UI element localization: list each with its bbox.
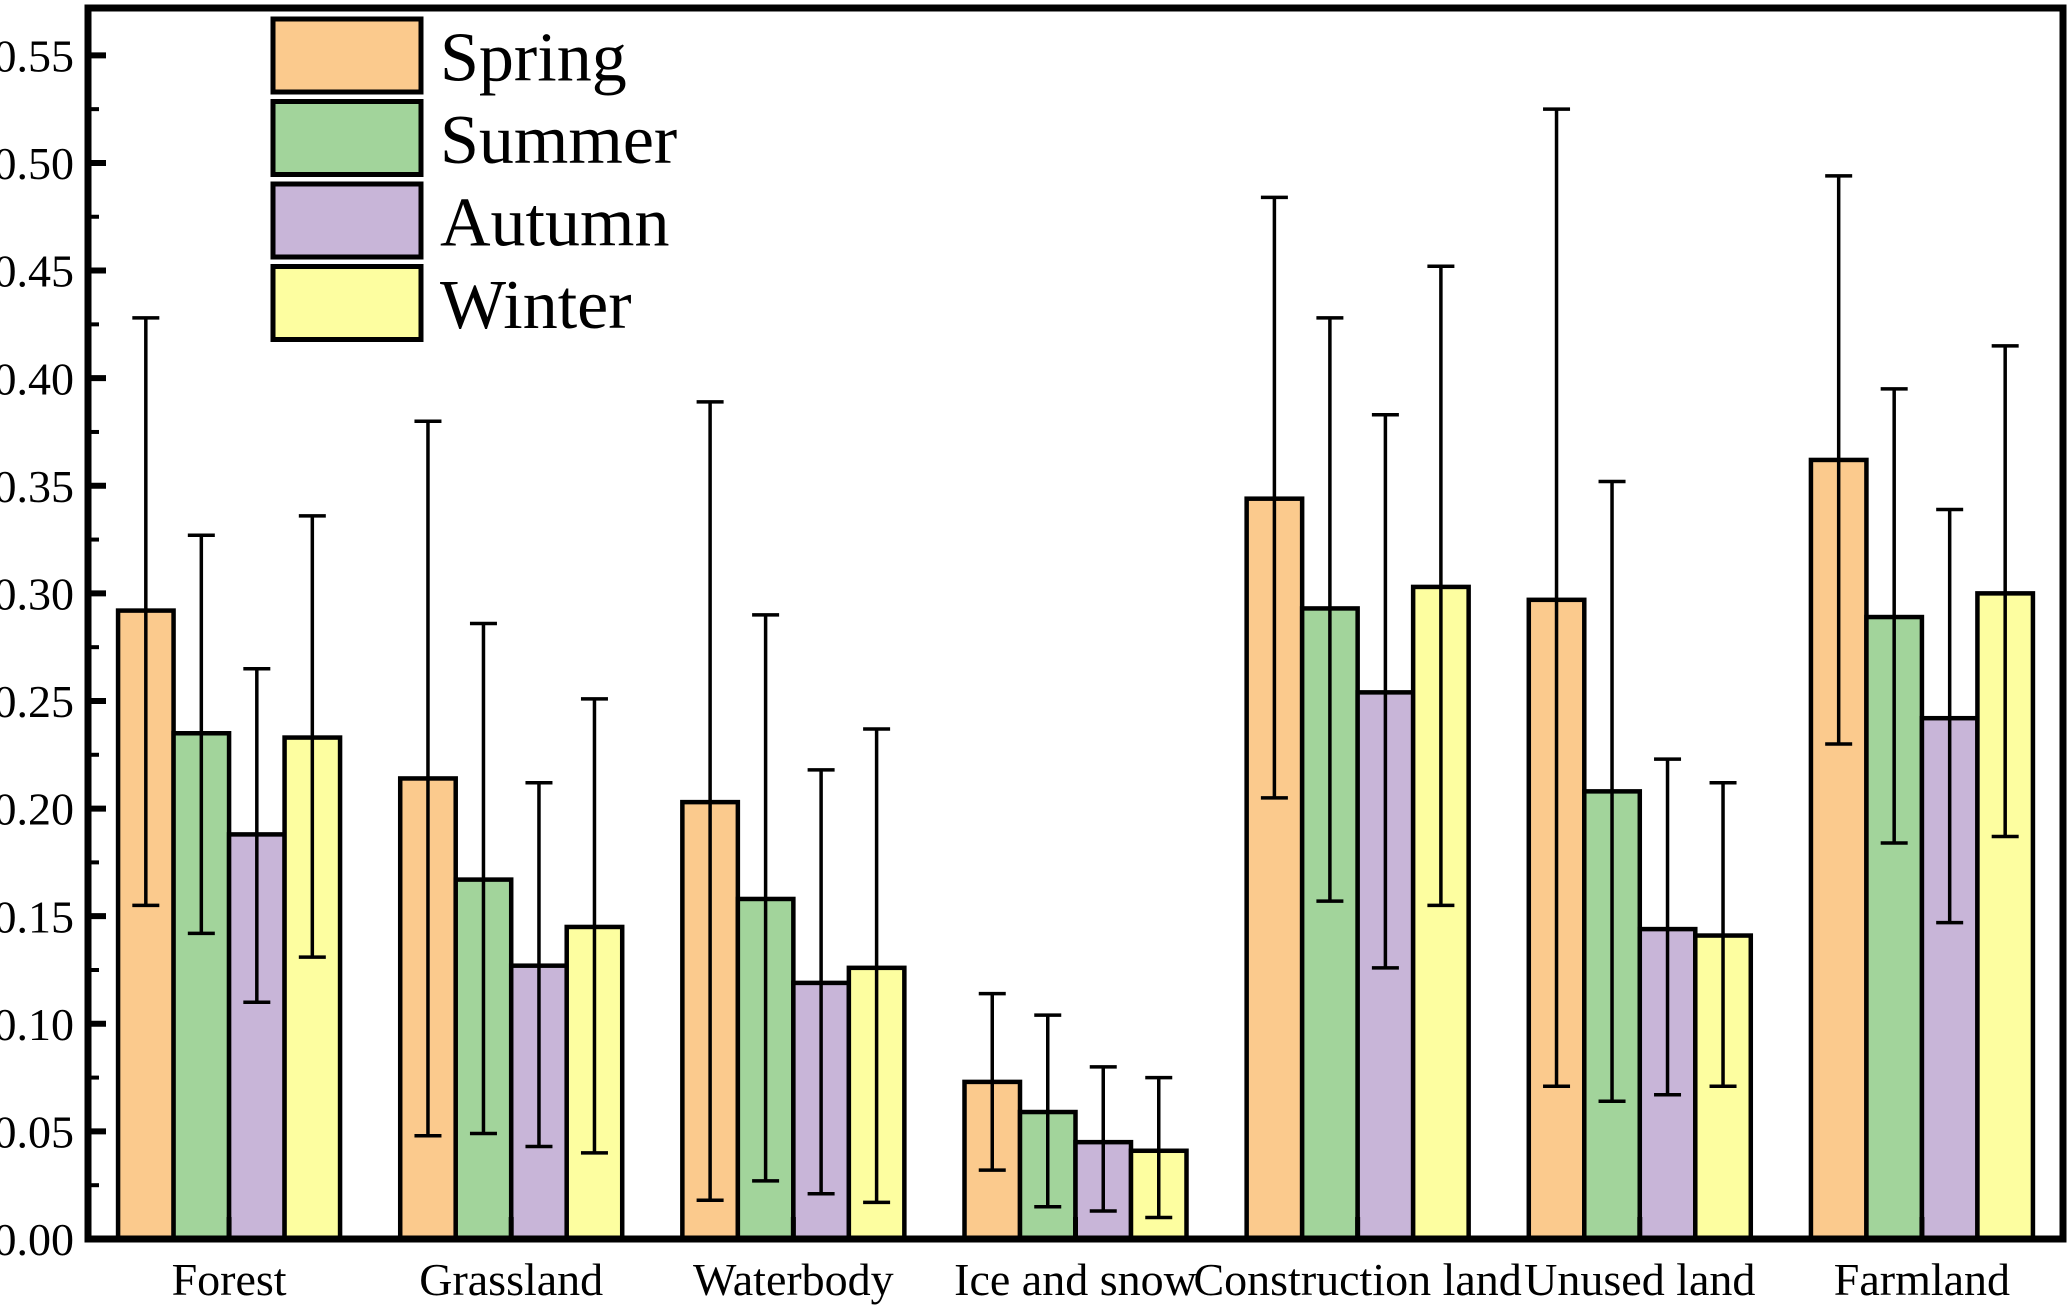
legend-label-autumn: Autumn: [440, 185, 669, 262]
y-tick-label: 0.25: [0, 676, 74, 727]
y-tick-label: 0.05: [0, 1106, 74, 1157]
x-category-label: Ice and snow: [954, 1254, 1197, 1305]
y-tick-label: 0.15: [0, 891, 74, 942]
x-category-label: Waterbody: [693, 1254, 894, 1305]
legend-label-winter: Winter: [440, 267, 632, 344]
legend-swatch-winter: [270, 264, 424, 342]
legend-label-summer: Summer: [440, 102, 677, 179]
y-tick-label: 0.40: [0, 353, 74, 404]
plot-frame: [84, 4, 2067, 1243]
y-tick-label: 0.50: [0, 138, 74, 189]
x-category-label: Farmland: [1834, 1254, 2010, 1305]
y-tick-label: 0.45: [0, 246, 74, 297]
y-tick-label: 0.20: [0, 784, 74, 835]
y-tick-label: 0.30: [0, 568, 74, 619]
x-category-label: Unused land: [1524, 1254, 1755, 1305]
legend-swatch-spring: [270, 16, 424, 95]
x-category-label: Forest: [172, 1254, 287, 1305]
y-tick-label: 0.00: [0, 1214, 74, 1265]
legend-label-spring: Spring: [440, 20, 627, 97]
y-tick-label: 0.35: [0, 461, 74, 512]
x-category-label: Construction land: [1193, 1254, 1521, 1305]
legend-swatch-summer: [270, 99, 424, 177]
x-category-label: Grassland: [419, 1254, 603, 1305]
legend-swatch-autumn: [270, 181, 424, 260]
y-tick-label: 0.10: [0, 999, 74, 1050]
y-tick-label: 0.55: [0, 30, 74, 81]
